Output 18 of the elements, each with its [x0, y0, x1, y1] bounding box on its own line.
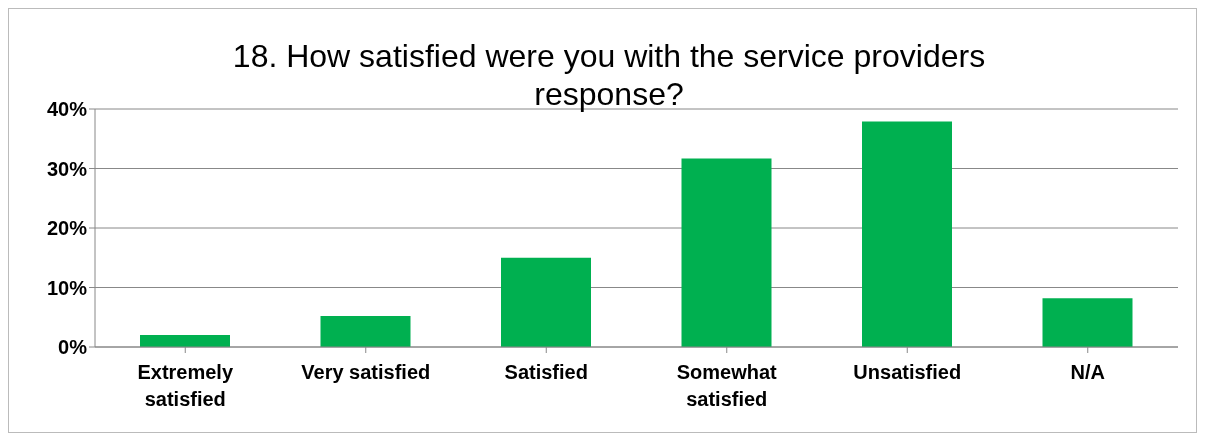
- bar: [140, 335, 230, 347]
- bar: [320, 316, 411, 347]
- y-tick-label: 0%: [58, 336, 88, 359]
- y-tick-label: 10%: [46, 276, 88, 299]
- x-tick-label: Satisfied: [504, 361, 588, 383]
- y-tick-label: 30%: [46, 157, 88, 180]
- bar: [862, 121, 952, 347]
- x-tick-label: Unsatisfied: [853, 361, 962, 383]
- x-tick-label: Somewhat satisfied: [676, 361, 778, 410]
- y-tick-label: 20%: [46, 217, 88, 240]
- x-tick-label: N/A: [1070, 361, 1105, 383]
- x-tick-label: Extremely satisfied: [137, 361, 234, 410]
- x-tick-label: Very satisfied: [301, 361, 431, 383]
- bar: [681, 158, 772, 347]
- bar: [501, 257, 591, 347]
- chart-title: 18. How satisfied were you with the service providers response?: [231, 37, 987, 113]
- y-tick-label: 40%: [46, 98, 88, 121]
- bar: [1042, 298, 1133, 347]
